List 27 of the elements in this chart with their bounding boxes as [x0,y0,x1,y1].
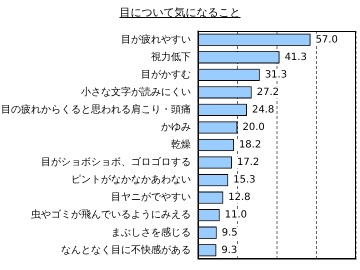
data-label: 12.8 [228,192,251,204]
y-tick-label: 目が疲れやすい [121,33,191,46]
data-label: 57.0 [316,34,338,46]
y-tick-label: 目がかすむ [141,69,191,80]
y-tick-label: なんとなく目に不快感がある [61,244,191,256]
data-label: 15.3 [233,174,256,186]
data-label: 17.2 [236,157,260,168]
data-label: 18.2 [238,140,262,151]
data-label: 9.5 [222,227,238,238]
data-label: 24.8 [252,104,274,116]
y-tick-label: 目がショボショボ、ゴロゴロする [41,156,191,168]
chart-title: 目について気になること [118,5,242,21]
data-label: 11.0 [224,210,247,221]
data-label: 31.3 [264,69,288,80]
data-label: 20.0 [242,122,265,134]
y-tick-label: 小さな文字が読みにくい [81,86,191,98]
data-label: 27.2 [256,86,279,98]
y-tick-label: ピントがなかなかあわない [71,174,191,186]
y-tick-label: 乾燥 [171,138,191,151]
data-label: 9.3 [221,244,238,256]
y-tick-label: まぶしさを感じる [111,226,191,238]
y-tick-label: 目ヤニがでやすい [111,192,191,204]
y-tick-label: 目の疲れからくると思われる肩こり・頭痛 [1,104,191,116]
y-tick-label: かゆみ [161,122,191,134]
data-label: 41.3 [284,52,307,63]
y-tick-label: 視力低下 [151,50,191,63]
y-tick-label: 虫やゴミが飛んでいるようにみえる [31,208,191,221]
